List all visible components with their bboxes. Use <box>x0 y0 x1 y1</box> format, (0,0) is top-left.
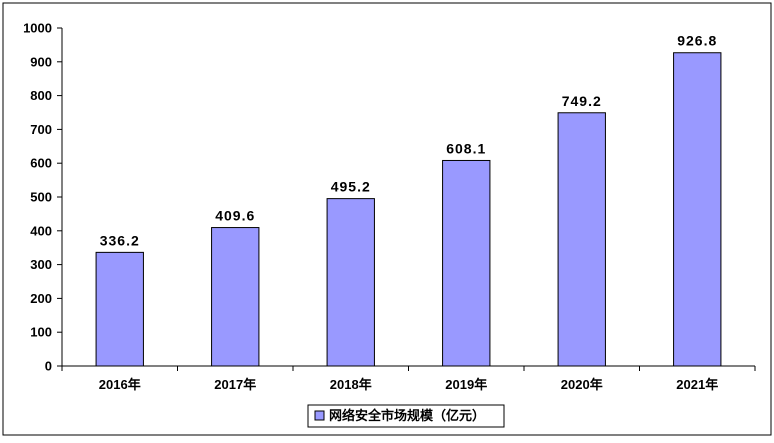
y-axis: 0 100 200 300 400 500 600 700 800 900 1000 <box>23 21 63 374</box>
bar <box>442 159 491 367</box>
bar <box>95 251 144 367</box>
bar <box>326 198 375 367</box>
x-tick-label: 2017年 <box>214 377 256 392</box>
data-label: 749.2 <box>562 93 602 109</box>
y-tick-label: 900 <box>30 54 52 69</box>
y-tick-label: 1000 <box>23 21 52 36</box>
legend-swatch <box>314 410 325 421</box>
x-axis: 2016年 2017年 2018年 2019年 2020年 2021年 <box>61 365 756 392</box>
x-tick-label: 2016年 <box>99 377 141 392</box>
bar <box>557 112 606 367</box>
x-tick-label: 2020年 <box>561 377 603 392</box>
bar <box>673 52 722 367</box>
y-tick-label: 200 <box>30 291 52 306</box>
bars <box>95 52 722 367</box>
legend-box <box>307 404 505 428</box>
data-label: 608.1 <box>446 140 486 156</box>
data-labels: 336.2 409.6 495.2 608.1 749.2 926.8 <box>100 33 717 249</box>
y-tick-label: 100 <box>30 325 52 340</box>
y-tick-label: 600 <box>30 156 52 171</box>
y-tick-label: 700 <box>30 122 52 137</box>
x-tick-label: 2018年 <box>330 377 372 392</box>
y-tick-label: 300 <box>30 257 52 272</box>
y-tick-label: 0 <box>45 359 52 374</box>
y-tick-label: 400 <box>30 223 52 238</box>
chart-border <box>2 2 772 436</box>
x-tick-label: 2021年 <box>676 377 718 392</box>
data-label: 495.2 <box>331 179 371 195</box>
bar <box>211 227 260 367</box>
data-label: 409.6 <box>215 208 255 224</box>
legend-label: 网络安全市场规模（亿元） <box>329 408 485 423</box>
y-tick-label: 800 <box>30 88 52 103</box>
data-label: 336.2 <box>100 232 140 248</box>
legend: 网络安全市场规模（亿元） <box>307 404 505 428</box>
data-label: 926.8 <box>677 33 717 49</box>
y-tick-label: 500 <box>30 190 52 205</box>
x-tick-label: 2019年 <box>445 377 487 392</box>
